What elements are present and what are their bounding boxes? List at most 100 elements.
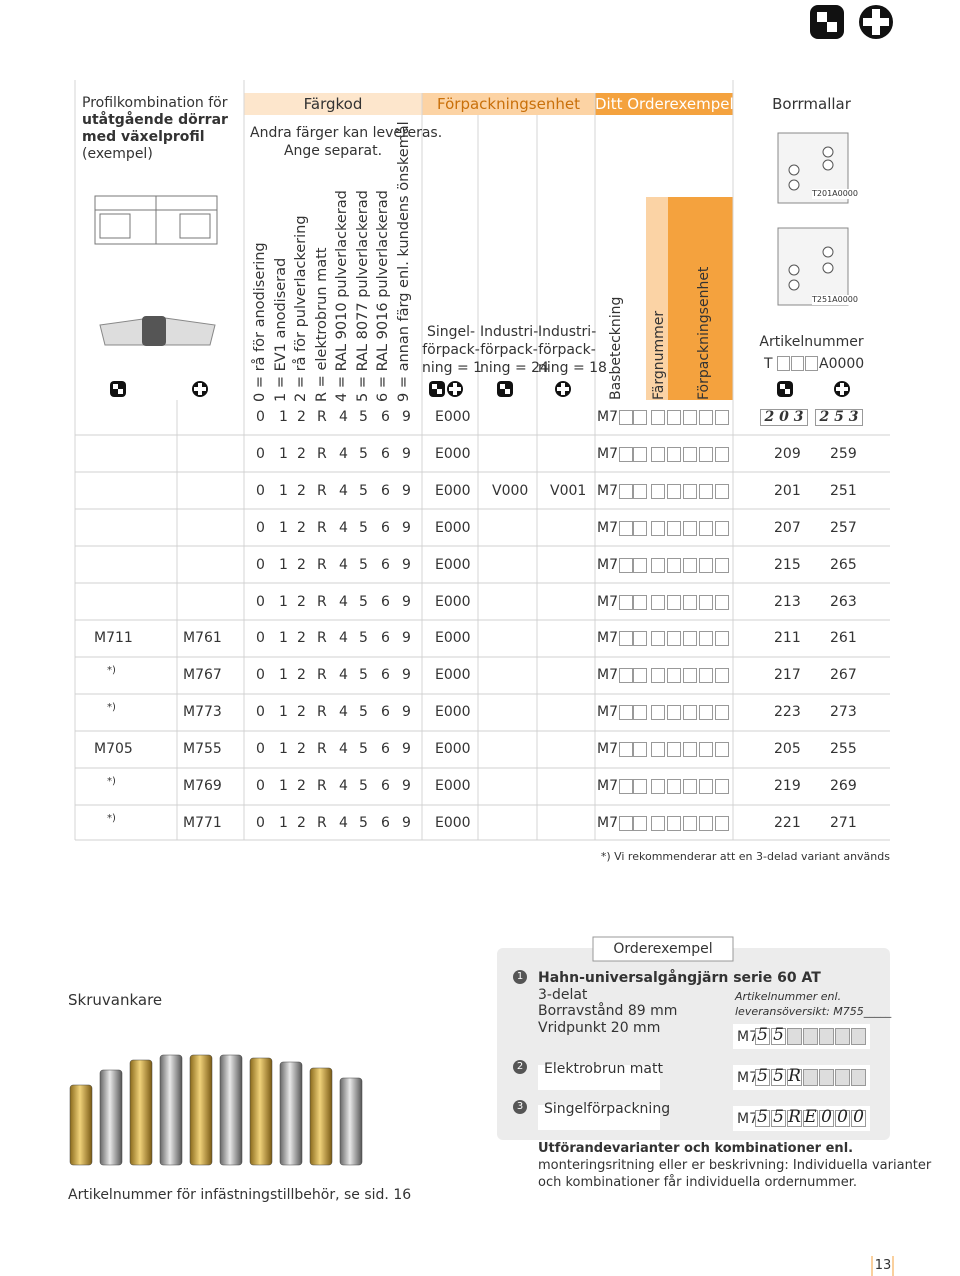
footnote-mark: *)	[107, 665, 116, 677]
article-number: 263	[830, 593, 857, 610]
code-box	[771, 1110, 786, 1127]
color-code: 2	[297, 704, 306, 721]
step-number: 1	[516, 971, 524, 982]
order-box	[715, 779, 729, 794]
code-prefix: M7	[737, 1029, 758, 1045]
color-code: 6	[381, 445, 390, 462]
color-code: 0	[256, 814, 265, 831]
order-box	[619, 594, 633, 610]
order-box	[667, 557, 681, 573]
color-code: 6	[381, 409, 390, 425]
shape	[244, 93, 422, 115]
packaging-code: V001	[550, 482, 587, 499]
article-number: 213	[774, 593, 801, 610]
color-code: 4	[339, 556, 348, 573]
order-box	[651, 520, 665, 536]
order-box	[651, 446, 665, 462]
base-code: M7	[597, 482, 618, 499]
code-box	[755, 1110, 770, 1127]
shape	[75, 434, 890, 841]
color-code: 4	[339, 704, 348, 721]
code-char: 5	[773, 1107, 784, 1127]
shape	[497, 948, 890, 1140]
color-code: 0	[256, 593, 265, 610]
article-box	[791, 356, 804, 371]
shape	[822, 246, 834, 258]
code-prefix: M7	[737, 1111, 758, 1127]
order-box	[667, 668, 681, 684]
shape	[159, 1054, 183, 1166]
code-box	[787, 1069, 802, 1086]
order-box	[699, 815, 713, 831]
shape	[834, 381, 850, 397]
order-column: Färgnummer	[651, 310, 667, 400]
color-code: 0	[256, 778, 265, 794]
code-char: 0	[837, 1107, 848, 1127]
footnote-mark: *)	[107, 812, 116, 824]
shape	[189, 1054, 213, 1166]
shape	[219, 1054, 243, 1166]
packaging-option: ning = 1	[422, 360, 483, 376]
color-code: 6	[381, 630, 390, 647]
article-label: Artikelnummer	[759, 334, 864, 350]
color-code: R	[317, 556, 327, 573]
order-box	[667, 705, 681, 721]
packaging-code: E000	[435, 482, 471, 499]
color-code: 0	[256, 519, 265, 536]
order-box	[699, 594, 713, 610]
article-number: 2 0 3	[764, 409, 804, 425]
order-box	[619, 520, 633, 536]
base-code: M7	[597, 556, 618, 573]
color-code: 9	[402, 667, 411, 684]
color-code: 1	[279, 814, 288, 831]
code-char: 5	[773, 1025, 784, 1045]
order-box	[619, 410, 633, 425]
code-box	[835, 1028, 850, 1045]
color-code: 1	[279, 556, 288, 573]
article-suffix: A0000	[819, 356, 865, 372]
example-title: Orderexempel	[613, 941, 713, 957]
article-number: 255	[830, 741, 857, 758]
article-number: 267	[830, 667, 857, 684]
packaging-option: förpack-	[422, 342, 480, 358]
packaging-code: E000	[435, 593, 471, 610]
code-box	[803, 1110, 818, 1127]
order-box	[667, 410, 681, 425]
drill-template-label: T201A0000	[812, 189, 858, 199]
shape	[497, 381, 513, 397]
profile-a: M705	[94, 741, 133, 758]
color-code: 9	[402, 814, 411, 831]
shape	[99, 1069, 123, 1166]
color-code: 0	[256, 741, 265, 758]
profile-b: M773	[183, 704, 222, 721]
color-code: 6	[381, 593, 390, 610]
profile-b: M767	[183, 667, 222, 684]
code-box	[819, 1069, 834, 1086]
order-box	[619, 631, 633, 647]
order-box	[633, 483, 647, 499]
note: Ange separat.	[283, 143, 383, 159]
code-box	[787, 1110, 802, 1127]
code-prefix: M7	[737, 1070, 758, 1086]
packaging-code: E000	[435, 630, 471, 647]
order-box	[683, 631, 697, 647]
order-box	[683, 520, 697, 536]
shape	[447, 381, 463, 397]
shape	[513, 970, 527, 1114]
packaging-code: E000	[435, 556, 471, 573]
shape	[592, 936, 734, 962]
shape	[309, 1067, 333, 1166]
code-box	[835, 1069, 850, 1086]
color-code: 5	[359, 482, 368, 499]
article-number: 215	[774, 556, 801, 573]
order-box	[633, 410, 647, 425]
order-box	[633, 742, 647, 758]
order-box	[633, 705, 647, 721]
shape	[822, 159, 834, 171]
color-code: 6	[381, 814, 390, 831]
color-code: 1	[279, 409, 288, 425]
color-code: 6	[381, 667, 390, 684]
order-box	[633, 446, 647, 462]
article-number: 219	[774, 778, 801, 794]
shape	[142, 316, 166, 346]
